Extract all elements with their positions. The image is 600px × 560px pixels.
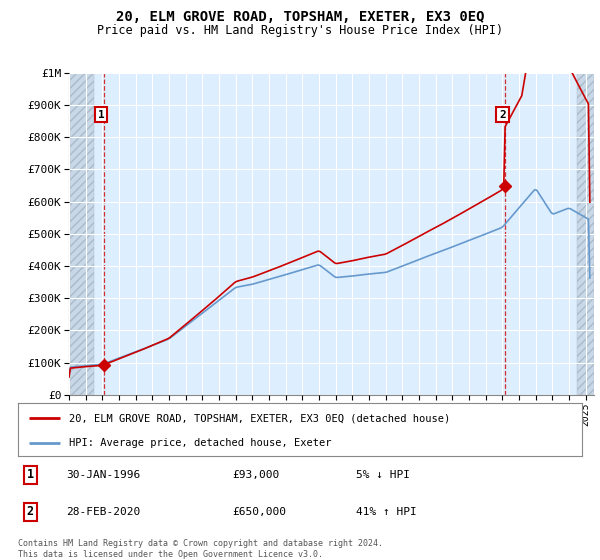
HPI: Average price, detached house, Exeter: (2e+03, 2.14e+05): Average price, detached house, Exeter: (… [182,323,189,329]
Text: 1: 1 [27,468,34,481]
20, ELM GROVE ROAD, TOPSHAM, EXETER, EX3 0EQ (detached house) [535,5,542,12]
HPI: Average price, detached house, Exeter: (2.01e+03, 3.64e+05): Average price, detached house, Exeter: (… [272,274,280,281]
Text: 5% ↓ HPI: 5% ↓ HPI [356,470,410,479]
Text: 1: 1 [98,110,104,120]
Line: HPI: Average price, detached house, Exeter: HPI: Average price, detached house, Exet… [69,190,590,376]
HPI: Average price, detached house, Exeter: (2.01e+03, 4.03e+05): Average price, detached house, Exeter: (… [401,262,409,268]
20, ELM GROVE ROAD, TOPSHAM, EXETER, EX3 0EQ (detached house) [354,256,361,263]
Text: 20, ELM GROVE ROAD, TOPSHAM, EXETER, EX3 0EQ (detached house): 20, ELM GROVE ROAD, TOPSHAM, EXETER, EX3… [69,413,450,423]
Text: Price paid vs. HM Land Registry's House Price Index (HPI): Price paid vs. HM Land Registry's House … [97,24,503,36]
Text: 30-JAN-1996: 30-JAN-1996 [66,470,140,479]
20, ELM GROVE ROAD, TOPSHAM, EXETER, EX3 0EQ (detached house) [65,374,73,380]
Text: 20, ELM GROVE ROAD, TOPSHAM, EXETER, EX3 0EQ: 20, ELM GROVE ROAD, TOPSHAM, EXETER, EX3… [116,10,484,24]
Text: £93,000: £93,000 [232,470,280,479]
HPI: Average price, detached house, Exeter: (2.02e+03, 6.37e+05): Average price, detached house, Exeter: (… [532,186,539,193]
Text: 28-FEB-2020: 28-FEB-2020 [66,507,140,517]
HPI: Average price, detached house, Exeter: (1.99e+03, 5.68e+04): Average price, detached house, Exeter: (… [65,373,73,380]
Bar [69,73,94,395]
20, ELM GROVE ROAD, TOPSHAM, EXETER, EX3 0EQ (detached house) [579,90,586,97]
20, ELM GROVE ROAD, TOPSHAM, EXETER, EX3 0EQ (detached house) [272,265,280,272]
Text: £650,000: £650,000 [232,507,286,517]
HPI: Average price, detached house, Exeter: (2.02e+03, 5.55e+05): Average price, detached house, Exeter: (… [579,213,586,220]
20, ELM GROVE ROAD, TOPSHAM, EXETER, EX3 0EQ (detached house) [401,241,409,248]
Bar [577,73,594,395]
Line: 20, ELM GROVE ROAD, TOPSHAM, EXETER, EX3 0EQ (detached house): 20, ELM GROVE ROAD, TOPSHAM, EXETER, EX3… [69,8,590,377]
HPI: Average price, detached house, Exeter: (2.03e+03, 3.63e+05): Average price, detached house, Exeter: (… [586,274,593,281]
Text: HPI: Average price, detached house, Exeter: HPI: Average price, detached house, Exet… [69,438,331,448]
HPI: Average price, detached house, Exeter: (2.01e+03, 3.71e+05): Average price, detached house, Exeter: (… [354,272,361,279]
HPI: Average price, detached house, Exeter: (2.02e+03, 5.74e+05): Average price, detached house, Exeter: (… [546,207,553,213]
20, ELM GROVE ROAD, TOPSHAM, EXETER, EX3 0EQ (detached house) [586,199,593,206]
20, ELM GROVE ROAD, TOPSHAM, EXETER, EX3 0EQ (detached house) [546,49,553,55]
Text: 2: 2 [27,505,34,518]
20, ELM GROVE ROAD, TOPSHAM, EXETER, EX3 0EQ (detached house) [182,321,189,328]
Text: 2: 2 [499,110,506,120]
Text: Contains HM Land Registry data © Crown copyright and database right 2024.
This d: Contains HM Land Registry data © Crown c… [18,539,383,559]
Text: 41% ↑ HPI: 41% ↑ HPI [356,507,417,517]
